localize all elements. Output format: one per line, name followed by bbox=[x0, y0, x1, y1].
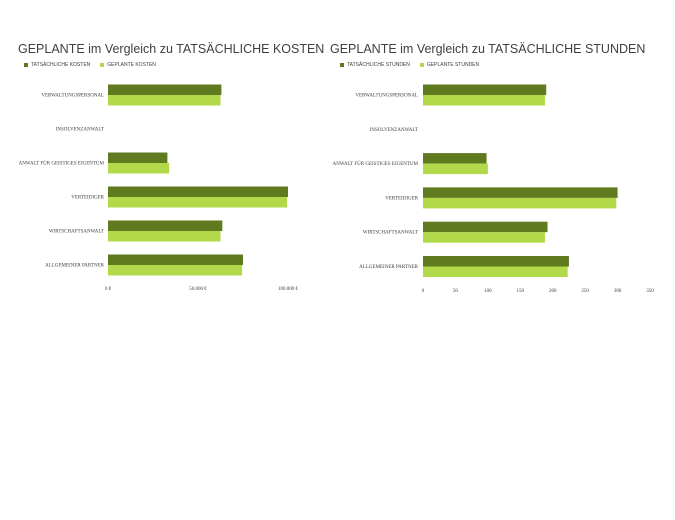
x-tick-label: 100.000 € bbox=[278, 287, 299, 292]
category-label: WIRTSCHAFTSANWALT bbox=[49, 230, 104, 235]
bar-actual bbox=[423, 187, 618, 198]
legend-label-planned: GEPLANTE KOSTEN bbox=[107, 62, 156, 68]
category-label: ALLGEMEINER PARTNER bbox=[45, 264, 104, 269]
legend-swatch-planned bbox=[419, 63, 424, 67]
bar-actual bbox=[108, 84, 222, 95]
bar-planned bbox=[108, 163, 170, 174]
x-tick-label: 0 bbox=[422, 289, 425, 294]
category-label: ALLGEMEINER PARTNER bbox=[359, 265, 418, 270]
x-tick-label: 0 € bbox=[105, 287, 112, 292]
plot-area: VERWALTUNGSPERSONAL INSOLVENZANWALT ANWALT… bbox=[333, 84, 654, 294]
bar-planned bbox=[423, 163, 488, 175]
bar-planned bbox=[108, 197, 288, 208]
legend-item-planned: GEPLANTE STUNDEN bbox=[419, 62, 480, 68]
legend-label-actual: TATSÄCHLICHE KOSTEN bbox=[31, 62, 91, 68]
x-tick-label: 200 bbox=[549, 289, 557, 294]
bar-planned bbox=[423, 197, 617, 209]
legend: TATSÄCHLICHE STUNDEN GEPLANTE STUNDEN bbox=[340, 62, 479, 68]
chart-title: GEPLANTE im Vergleich zu TATSÄCHLICHE KO… bbox=[18, 42, 325, 56]
chart-hours: GEPLANTE im Vergleich zu TATSÄCHLICHE ST… bbox=[318, 0, 675, 310]
x-tick-label: 150 bbox=[517, 289, 525, 294]
legend: TATSÄCHLICHE KOSTEN GEPLANTE KOSTEN bbox=[24, 62, 156, 68]
x-tick-label: 300 bbox=[614, 289, 622, 294]
x-tick-label: 50.000 € bbox=[189, 287, 207, 292]
bar-planned bbox=[423, 95, 545, 106]
bar-actual bbox=[108, 254, 243, 265]
legend-label-actual: TATSÄCHLICHE STUNDEN bbox=[347, 62, 410, 68]
chart-costs: GEPLANTE im Vergleich zu TATSÄCHLICHE KO… bbox=[0, 0, 330, 310]
chart-title: GEPLANTE im Vergleich zu TATSÄCHLICHE ST… bbox=[330, 42, 646, 56]
x-tick-label: 350 bbox=[646, 289, 654, 294]
category-label: VERWALTUNGSPERSONAL bbox=[41, 94, 104, 99]
bar-actual bbox=[423, 84, 547, 95]
category-label: ANWALT FÜR GEISTIGES EIGENTUM bbox=[19, 161, 105, 167]
bar-planned bbox=[108, 95, 221, 106]
category-label: VERWALTUNGSPERSONAL bbox=[355, 94, 418, 99]
category-label: WIRTSCHAFTSANWALT bbox=[363, 231, 418, 236]
category-label: VERTEIDIGER bbox=[71, 196, 104, 201]
legend-item-planned: GEPLANTE KOSTEN bbox=[100, 62, 156, 68]
bar-actual bbox=[423, 153, 487, 164]
bar-actual bbox=[108, 186, 288, 197]
legend-swatch-planned bbox=[100, 63, 105, 67]
category-label: ANWALT FÜR GEISTIGES EIGENTUM bbox=[333, 161, 419, 167]
bar-planned bbox=[108, 231, 221, 242]
category-label: INSOLVENZANWALT bbox=[370, 128, 418, 133]
bar-planned bbox=[423, 266, 568, 277]
category-label: VERTEIDIGER bbox=[385, 196, 418, 201]
legend-swatch-actual bbox=[340, 63, 344, 67]
bar-planned bbox=[423, 232, 545, 243]
bar-actual bbox=[423, 221, 548, 233]
x-tick-label: 100 bbox=[484, 289, 492, 294]
bar-actual bbox=[108, 152, 168, 163]
plot-area: VERWALTUNGSPERSONAL INSOLVENZANWALT ANWALT… bbox=[19, 84, 299, 292]
bar-actual bbox=[423, 256, 569, 267]
legend-item-actual: TATSÄCHLICHE STUNDEN bbox=[340, 62, 410, 68]
legend-item-actual: TATSÄCHLICHE KOSTEN bbox=[24, 62, 90, 68]
x-tick-label: 250 bbox=[581, 289, 589, 294]
legend-label-planned: GEPLANTE STUNDEN bbox=[426, 62, 480, 68]
bar-planned bbox=[108, 265, 243, 276]
x-tick-label: 50 bbox=[453, 289, 459, 294]
bar-actual bbox=[108, 220, 223, 231]
category-label: INSOLVENZANWALT bbox=[56, 128, 104, 133]
legend-swatch-actual bbox=[24, 63, 28, 67]
